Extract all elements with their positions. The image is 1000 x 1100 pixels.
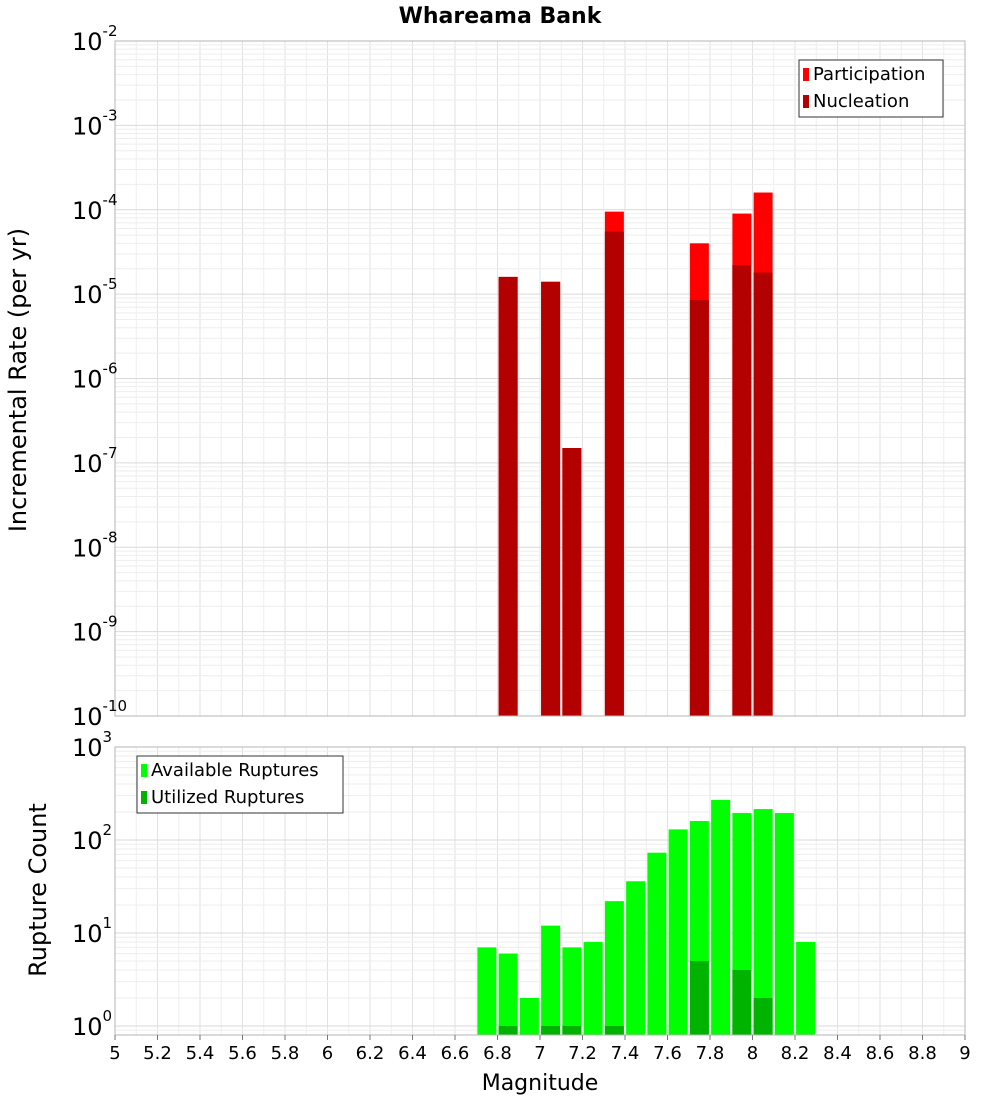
chart-title: Whareama Bank [399,4,603,29]
available-bar [753,809,773,1035]
legend-swatch [803,95,809,108]
legend-label: Available Ruptures [151,760,319,781]
rate-y-ticks: 10-2 10-3 10-4 10-5 10-6 10-7 10-8 10-9 10-10 [72,22,127,731]
rate-bars [498,192,773,717]
x-tick-label: 7 [534,1043,545,1064]
y-tick-label: 10-10 [72,697,127,731]
x-tick-label: 5 [109,1043,120,1064]
utilized-bar [604,1025,624,1035]
nucleation-bar [562,448,582,716]
utilized-bar [498,1025,518,1035]
y-tick-label: 10-9 [72,613,118,647]
available-bar [583,942,603,1035]
utilized-bar [753,997,773,1035]
legend-label: Participation [813,64,925,85]
x-tick-label: 9 [959,1043,970,1064]
legend-swatch [141,791,147,804]
legend-label: Utilized Ruptures [151,787,304,808]
available-bar [541,925,561,1035]
count-y-axis-label: Rupture Count [24,803,52,977]
legend-label: Nucleation [813,91,909,112]
x-tick-label: 5.6 [228,1043,257,1064]
y-tick-label: 100 [72,1007,112,1041]
rate-panel: 10-2 10-3 10-4 10-5 10-6 10-7 10-8 10-9 10-10 Par… [72,22,966,731]
count-legend: Available Ruptures Utilized Ruptures [136,755,344,814]
y-tick-label: 10-6 [72,360,118,394]
x-tick-label: 6.8 [483,1043,512,1064]
x-tick-label: 7.8 [696,1043,725,1064]
x-tick-label: 8 [747,1043,758,1064]
available-bar [498,953,518,1035]
available-bar [604,901,624,1035]
available-bar [562,947,582,1035]
count-bars [477,799,816,1035]
nucleation-bar [689,300,709,716]
available-bar [668,829,688,1035]
x-tick-label: 8.2 [781,1043,810,1064]
legend-swatch [141,764,147,777]
x-tick-label: 8.8 [908,1043,937,1064]
legend-swatch [803,68,809,81]
y-tick-label: 10-7 [72,444,118,478]
y-tick-label: 10-3 [72,106,118,140]
y-tick-label: 10-8 [72,528,118,562]
x-tick-label: 6.2 [356,1043,385,1064]
x-tick-label: 5.8 [271,1043,300,1064]
utilized-bar [562,1025,582,1035]
x-tick-label: 7.4 [611,1043,640,1064]
available-bar [477,947,497,1035]
legend-box [136,755,344,814]
nucleation-bar [604,231,624,716]
x-tick-label: 6 [322,1043,333,1064]
nucleation-bar [498,276,518,716]
x-tick-label: 8.6 [866,1043,895,1064]
nucleation-bar [753,272,773,716]
utilized-bar [732,969,752,1035]
rate-legend: Participation Nucleation [798,59,944,118]
nucleation-bar [541,281,561,716]
nucleation-bar [732,265,752,716]
magnitude-x-axis-label: Magnitude [482,1071,599,1096]
y-tick-label: 101 [72,914,112,948]
legend-box [798,59,944,118]
utilized-bar [541,1025,561,1035]
x-tick-label: 6.4 [398,1043,427,1064]
x-tick-label: 6.6 [441,1043,470,1064]
rate-y-axis-label: Incremental Rate (per yr) [4,228,32,532]
y-tick-label: 10-5 [72,275,118,309]
x-tick-label: 5.4 [186,1043,215,1064]
rate-grid [114,40,966,717]
y-tick-label: 102 [72,821,112,855]
available-bar [711,799,731,1035]
available-bar [796,942,816,1035]
available-bar [647,852,667,1035]
y-tick-label: 10-2 [72,22,118,56]
x-tick-label: 7.2 [568,1043,597,1064]
utilized-bar [689,960,709,1035]
rate-plot-frame [114,40,966,717]
x-tick-label: 7.6 [653,1043,682,1064]
x-tick-label: 8.4 [823,1043,852,1064]
x-tick-label: 5.2 [143,1043,172,1064]
available-bar [519,997,539,1035]
y-tick-label: 10-4 [72,191,118,225]
x-ticks: 5 5.2 5.4 5.6 5.8 6 6.2 6.4 6.6 6.8 7 7.2 7.4 7.6 7.8 8… [109,1035,971,1064]
available-bar [774,813,794,1035]
count-y-ticks: 103 102 101 100 [72,728,112,1041]
available-bar [626,881,646,1035]
y-tick-label: 103 [72,728,112,762]
